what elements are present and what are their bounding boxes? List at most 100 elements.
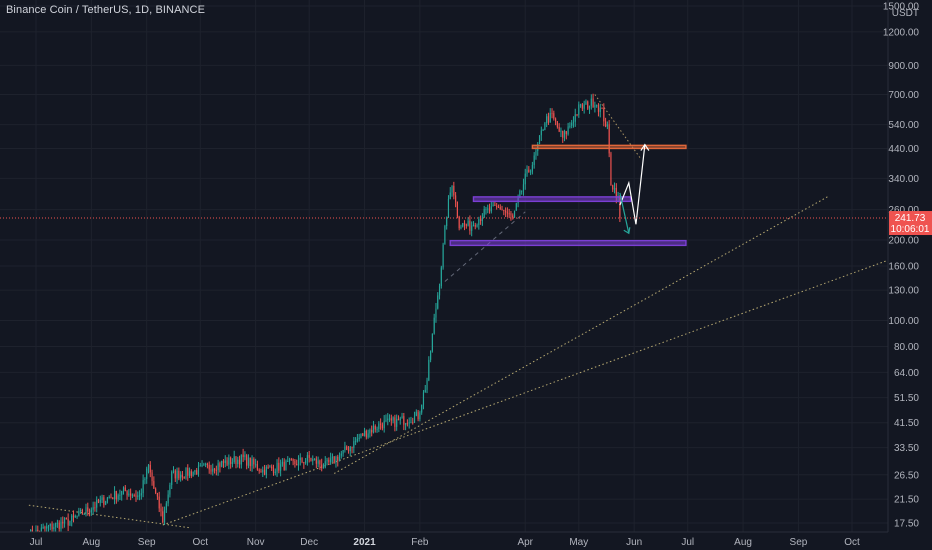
candle — [162, 506, 164, 524]
candle — [240, 454, 242, 469]
projection-up-arrowhead — [640, 143, 650, 151]
candle-body — [605, 121, 607, 127]
candle-body — [428, 359, 430, 381]
candle-body — [603, 108, 605, 122]
candle-body — [153, 481, 155, 489]
candle — [363, 427, 366, 437]
candle-body — [56, 522, 59, 524]
x-tick-label: Feb — [411, 537, 429, 548]
candle-body — [103, 497, 105, 505]
candle — [55, 522, 57, 533]
candle-body — [580, 104, 582, 106]
candle-body — [421, 404, 423, 413]
candle — [358, 433, 360, 442]
candle-body — [519, 190, 521, 198]
projection-down-path — [619, 192, 630, 234]
candle-body — [508, 213, 510, 215]
candle — [130, 488, 132, 501]
candle-body — [212, 468, 214, 472]
candle-body — [415, 411, 417, 416]
candle-body — [338, 455, 341, 461]
candle-body — [476, 225, 478, 227]
x-tick-label: Jul — [681, 537, 694, 548]
candle — [319, 459, 321, 470]
candle-body — [313, 458, 316, 460]
candle-body — [435, 308, 437, 318]
candle-body — [78, 511, 80, 516]
candle-body — [460, 226, 462, 229]
candle-body — [119, 494, 121, 496]
y-tick-label: 200.00 — [888, 236, 919, 247]
candle — [56, 519, 59, 528]
candle — [485, 206, 487, 215]
candle — [221, 460, 223, 468]
candle — [308, 450, 310, 463]
candle — [380, 418, 382, 430]
candle-body — [556, 121, 558, 127]
candle-body — [385, 419, 387, 421]
zone-purple-lower[interactable] — [449, 239, 687, 247]
candle — [151, 469, 153, 486]
resistance-orange[interactable] — [531, 144, 687, 150]
candle-body — [208, 464, 210, 470]
candle — [158, 491, 160, 513]
candle — [488, 203, 491, 214]
candle-body — [176, 470, 178, 479]
candle-body — [306, 455, 308, 461]
price-axis[interactable]: 1500.00 1200.00 900.00 700.00 540.00 440.00 34… — [883, 0, 932, 550]
candle-body — [192, 472, 194, 476]
candle-body — [381, 424, 383, 429]
candle-body — [196, 470, 198, 475]
candle-body — [285, 461, 287, 471]
candle-body — [72, 515, 75, 517]
candle-body — [417, 411, 419, 420]
candle-body — [469, 220, 471, 231]
candle — [128, 489, 130, 497]
candle — [138, 490, 141, 501]
candle — [508, 208, 510, 219]
candle — [226, 457, 228, 467]
candle — [244, 451, 246, 461]
candle-body — [97, 499, 100, 503]
candle — [281, 458, 283, 467]
candle-body — [530, 171, 532, 173]
candle — [274, 468, 276, 476]
candle-body — [592, 98, 594, 108]
candle-body — [199, 465, 201, 467]
candle — [303, 461, 305, 469]
candle — [433, 313, 435, 335]
candlesticks — [28, 93, 621, 545]
candle-body — [265, 466, 267, 475]
candle-body — [210, 469, 212, 472]
candle — [346, 445, 348, 451]
candle — [94, 501, 96, 512]
time-axis[interactable]: Jul Aug Sep Oct Nov Dec 2021 Feb Apr May Jun Jul Aug… — [0, 531, 932, 550]
candle-body — [226, 460, 228, 465]
candle-body — [549, 113, 551, 123]
zone-purple-upper[interactable] — [472, 196, 632, 203]
candle — [119, 489, 121, 500]
candle-body — [106, 497, 109, 502]
candle-body — [487, 208, 489, 210]
candle — [337, 454, 339, 467]
candle — [112, 497, 114, 500]
candle-body — [49, 523, 51, 527]
candle — [588, 105, 591, 114]
candle — [47, 524, 50, 532]
candle — [351, 446, 353, 454]
candle — [217, 459, 219, 476]
candle — [231, 458, 233, 468]
candle-body — [558, 126, 560, 132]
candle-body — [124, 487, 126, 492]
candle-body — [121, 490, 123, 495]
candle — [496, 202, 498, 210]
candle-body — [371, 429, 373, 433]
candle — [405, 423, 407, 431]
candle — [296, 459, 298, 466]
candle-body — [553, 113, 555, 119]
candle — [167, 490, 169, 507]
candle-body — [187, 467, 189, 476]
candle — [62, 516, 64, 529]
x-tick-label: Aug — [82, 537, 100, 548]
